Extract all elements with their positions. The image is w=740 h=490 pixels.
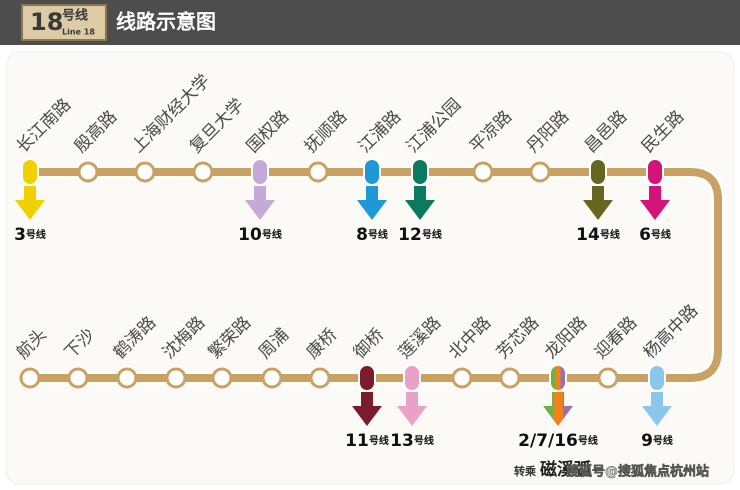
header-title: 线路示意图: [116, 10, 216, 34]
transfer-capsule: [549, 364, 567, 392]
transfer-line: 10: [238, 225, 262, 245]
station: [19, 367, 41, 389]
station: [499, 367, 521, 389]
transfer-line: 3: [14, 225, 26, 245]
station: [451, 367, 473, 389]
transfer-capsule: [589, 158, 607, 186]
logo-suffix: 号线: [62, 8, 88, 24]
logo-number: 18: [30, 8, 63, 36]
transfer-capsule: [363, 158, 381, 186]
transfer-suffix: 号线: [414, 434, 434, 447]
transfer-capsule: [648, 364, 666, 392]
transfer-suffix: 号线: [651, 228, 671, 241]
logo-english: Line 18: [62, 28, 95, 37]
transfer-suffix: 号线: [600, 228, 620, 241]
station: [116, 367, 138, 389]
footer-station: 磁溪弧: [540, 459, 591, 480]
transfer-label: 8号线: [356, 225, 388, 245]
station: [261, 367, 283, 389]
transfer-label: 12号线: [398, 225, 442, 245]
station: [67, 367, 89, 389]
transfer-suffix: 号线: [26, 228, 46, 241]
transfer-label: 3号线: [14, 225, 46, 245]
transfer-line: 2/7/16: [518, 431, 578, 451]
footer-prefix: 转乘: [514, 464, 537, 478]
station: [165, 367, 187, 389]
transfer-arrow: [405, 186, 435, 220]
transfer-capsule: [646, 158, 664, 186]
transfer-label: 9号线: [641, 431, 673, 451]
transfer-capsule: [21, 158, 39, 186]
transfer-suffix: 号线: [653, 434, 673, 447]
transfer-line: 14: [576, 225, 600, 245]
transfer-arrow: [640, 186, 670, 220]
transfer-suffix: 号线: [369, 434, 389, 447]
station: [77, 161, 99, 183]
transfer-line: 12: [398, 225, 422, 245]
station: [597, 367, 619, 389]
transfer-capsule: [251, 158, 269, 186]
transfer-arrow: [642, 392, 672, 426]
transfer-suffix: 号线: [262, 228, 282, 241]
transfer-arrow: [357, 186, 387, 220]
station: [309, 367, 331, 389]
watermark: 搜狐号@搜狐焦点杭州站: [566, 464, 709, 480]
transfer-arrow: [352, 392, 382, 426]
transfer-label: 13号线: [390, 431, 434, 451]
station: [192, 161, 214, 183]
station: [529, 161, 551, 183]
transfer-label: 11号线: [345, 431, 389, 451]
transfer-label: 10号线: [238, 225, 282, 245]
transfer-arrow: [397, 392, 427, 426]
station: [307, 161, 329, 183]
transfer-label: 6号线: [639, 225, 671, 245]
transfer-line: 8: [356, 225, 368, 245]
logo-box: [21, 4, 107, 41]
transfer-line: 13: [390, 431, 414, 451]
transfer-capsule: [358, 364, 376, 392]
station: [211, 367, 233, 389]
station: [472, 161, 494, 183]
transfer-line: 9: [641, 431, 653, 451]
transfer-capsule: [403, 364, 421, 392]
transfer-label: 2/7/16号线: [518, 431, 598, 451]
transfer-arrow: [583, 186, 613, 220]
transfer-line: 6: [639, 225, 651, 245]
header-bar: [0, 0, 740, 45]
transfer-arrow: [15, 186, 45, 220]
transfer-suffix: 号线: [422, 228, 442, 241]
transfer-capsule: [411, 158, 429, 186]
transfer-arrow: [245, 186, 275, 220]
transfer-line: 11: [345, 431, 369, 451]
transfer-suffix: 号线: [368, 228, 388, 241]
station: [134, 161, 156, 183]
track-line: [22, 168, 722, 382]
transfer-suffix: 号线: [578, 434, 598, 447]
transfer-label: 14号线: [576, 225, 620, 245]
transfer-arrow: [543, 392, 573, 426]
